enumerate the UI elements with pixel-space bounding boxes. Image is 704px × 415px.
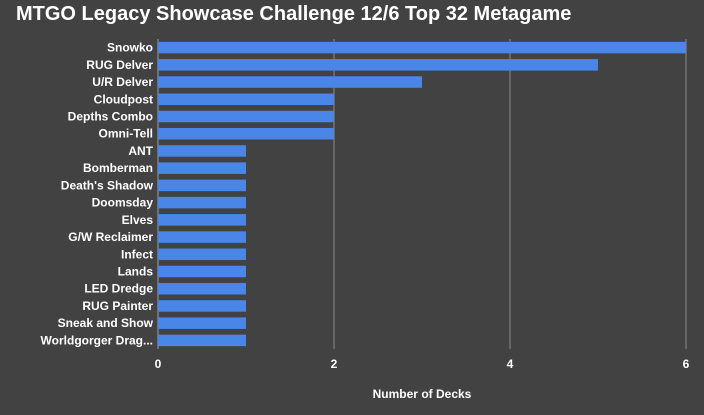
category-label: Sneak and Show <box>58 316 154 330</box>
bar <box>158 76 422 88</box>
category-label: Lands <box>118 265 154 279</box>
bar <box>158 334 246 347</box>
category-label: RUG Delver <box>86 58 153 72</box>
gridlines <box>157 39 687 349</box>
bar <box>158 162 246 174</box>
category-label: Doomsday <box>92 196 154 210</box>
category-label: G/W Reclaimer <box>68 230 153 244</box>
category-label: LED Dredge <box>84 282 153 296</box>
bar <box>158 265 246 278</box>
bar <box>158 110 334 123</box>
category-label: U/R Delver <box>92 75 153 89</box>
x-tick-labels: 0 2 4 6 <box>155 357 690 371</box>
x-tick-label: 4 <box>507 357 514 371</box>
category-label: Death's Shadow <box>61 178 154 192</box>
chart-title: MTGO Legacy Showcase Challenge 12/6 Top … <box>16 3 571 25</box>
bar <box>158 317 246 329</box>
bar <box>158 231 246 243</box>
category-label: Depths Combo <box>68 110 153 124</box>
bar <box>158 300 246 312</box>
category-label: Worldgorger Drag... <box>41 333 153 347</box>
bar <box>158 214 246 226</box>
bar <box>158 41 686 54</box>
bar <box>158 248 246 261</box>
category-label: Infect <box>121 247 153 261</box>
bar <box>158 145 246 157</box>
bar <box>158 127 334 140</box>
x-tick-label: 0 <box>155 357 162 371</box>
category-label: Omni-Tell <box>99 127 153 141</box>
bar <box>158 196 246 209</box>
bar <box>158 282 246 295</box>
bar <box>158 179 246 192</box>
bars <box>158 41 686 347</box>
x-tick-label: 2 <box>331 357 338 371</box>
bar <box>158 93 334 106</box>
category-label: Bomberman <box>83 161 153 175</box>
category-label: ANT <box>128 144 153 158</box>
bar <box>158 59 598 71</box>
category-label: RUG Painter <box>82 299 153 313</box>
category-label: Elves <box>122 213 154 227</box>
category-labels: Snowko RUG Delver U/R Delver Cloudpost Depth… <box>41 41 154 348</box>
x-axis-title: Number of Decks <box>373 387 472 401</box>
x-tick-label: 6 <box>683 357 690 371</box>
category-label: Cloudpost <box>94 92 153 106</box>
category-label: Snowko <box>107 41 153 55</box>
